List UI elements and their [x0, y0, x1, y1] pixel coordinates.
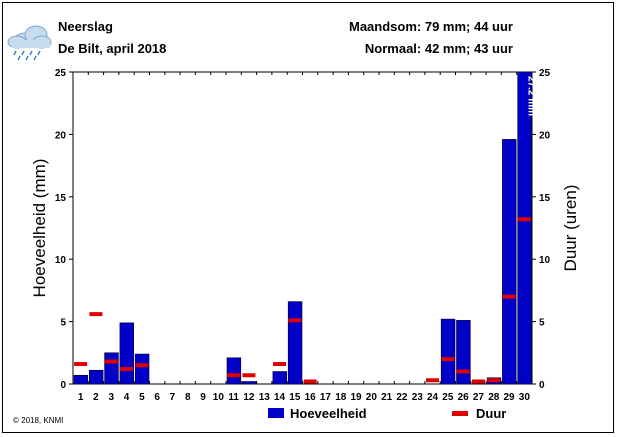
x-tick-label: 13	[259, 392, 271, 403]
x-tick-label: 8	[185, 392, 191, 403]
bar-day-4	[119, 322, 135, 385]
x-tick-label: 2	[93, 392, 99, 403]
month-sum: Maandsom: 79 mm; 44 uur	[349, 19, 513, 34]
x-tick-label: 4	[124, 392, 130, 403]
duration-mark-day-24	[426, 378, 440, 383]
x-tick-label: 1	[78, 392, 84, 403]
duration-mark-day-15	[288, 318, 302, 323]
legend-label-amount: Hoeveelheid	[290, 406, 367, 421]
x-tick-label: 17	[320, 392, 332, 403]
y2-axis-label: Duur (uren)	[561, 185, 580, 272]
x-tick-label: 21	[381, 392, 393, 403]
chart-title: Neerslag	[58, 19, 113, 34]
rain-cloud-icon	[7, 25, 52, 61]
duration-mark-day-25	[441, 357, 455, 362]
x-tick-label: 7	[170, 392, 176, 403]
y2-tick-label: 20	[539, 130, 551, 141]
y-tick-label: 25	[55, 68, 67, 79]
x-tick-label: 18	[335, 392, 347, 403]
x-tick-label: 24	[427, 392, 439, 403]
x-tick-label: 26	[458, 392, 470, 403]
x-tick-label: 15	[289, 392, 301, 403]
y-tick-label: 5	[60, 318, 66, 329]
chart-subtitle: De Bilt, april 2018	[58, 41, 167, 56]
bar-day-2	[89, 369, 104, 385]
x-tick-label: 14	[274, 392, 286, 403]
x-tick-label: 9	[200, 392, 206, 403]
bar-day-26	[456, 320, 471, 385]
bar-day-1	[73, 374, 89, 385]
x-tick-label: 12	[243, 392, 255, 403]
duration-mark-day-11	[227, 373, 241, 378]
duration-mark-day-2	[89, 312, 103, 317]
duration-mark-day-5	[135, 363, 149, 368]
legend-swatch-amount	[268, 408, 284, 418]
x-tick-label: 11	[228, 392, 239, 403]
bar-day-14	[272, 371, 287, 385]
legend-swatch-duration	[452, 411, 468, 416]
y-tick-label: 20	[55, 130, 67, 141]
y2-tick-label: 15	[539, 193, 551, 204]
duration-mark-day-16	[303, 379, 317, 384]
x-tick-label: 23	[412, 392, 424, 403]
duration-mark-day-12	[242, 373, 256, 378]
x-tick-label: 27	[473, 392, 485, 403]
duration-mark-day-29	[502, 294, 516, 299]
bar-day-3	[104, 352, 119, 385]
amount-bars: 27.2 mm	[73, 71, 536, 385]
x-tick-label: 29	[503, 392, 515, 403]
duration-mark-day-14	[273, 362, 287, 367]
x-tick-label: 30	[519, 392, 531, 403]
bar-day-25	[440, 318, 456, 385]
x-tick-label: 28	[488, 392, 500, 403]
duration-mark-day-27	[471, 379, 485, 384]
bar-day-5	[134, 353, 150, 385]
duration-mark-day-30	[517, 217, 531, 222]
x-tick-label: 5	[139, 392, 145, 403]
x-tick-label: 22	[396, 392, 408, 403]
normal-value: Normaal: 42 mm; 43 uur	[364, 41, 513, 56]
bar-day-12	[242, 381, 257, 385]
duration-mark-day-26	[456, 369, 470, 374]
y-tick-label: 10	[55, 255, 67, 266]
duration-mark-day-1	[74, 362, 88, 367]
plot-area	[72, 71, 533, 385]
plot-border	[72, 71, 533, 385]
bar-day-30	[517, 71, 532, 385]
duration-mark-day-4	[120, 367, 134, 372]
bar-day-15	[287, 301, 303, 385]
y-tick-label: 0	[60, 380, 66, 391]
bar-day-29	[502, 139, 517, 385]
x-tick-label: 10	[213, 392, 225, 403]
x-tick-label: 3	[108, 392, 114, 403]
duration-mark-day-28	[487, 378, 501, 383]
x-tick-label: 6	[154, 392, 160, 403]
y2-tick-label: 25	[539, 68, 551, 79]
y2-tick-label: 10	[539, 255, 551, 266]
y-tick-label: 15	[55, 193, 67, 204]
x-tick-label: 20	[366, 392, 378, 403]
clipped-value-label: 27.2 mm	[525, 76, 536, 116]
y2-tick-label: 5	[539, 318, 545, 329]
bar-day-11	[226, 357, 242, 385]
duration-marks	[74, 217, 531, 384]
duration-mark-day-3	[104, 359, 118, 364]
x-tick-label: 19	[350, 392, 362, 403]
legend-label-duration: Duur	[476, 406, 506, 421]
copyright: © 2018, KNMI	[13, 416, 64, 425]
y2-tick-label: 0	[539, 380, 545, 391]
legend: Hoeveelheid Duur	[268, 406, 506, 421]
x-tick-label: 16	[305, 392, 317, 403]
y-axis-label: Hoeveelheid (mm)	[30, 159, 49, 298]
x-tick-label: 25	[442, 392, 454, 403]
